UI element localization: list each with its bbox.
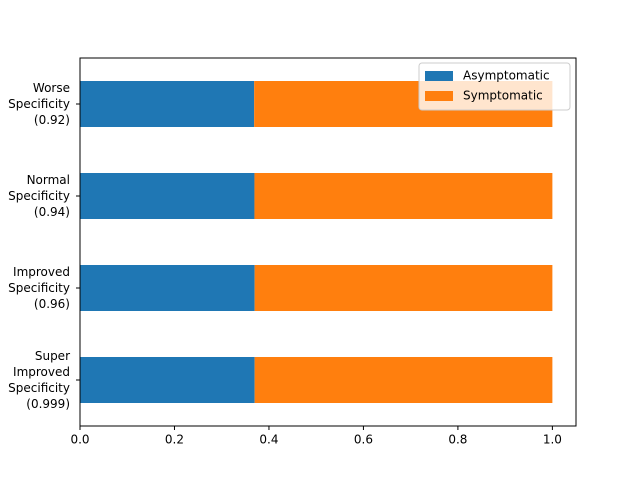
bar-segment (254, 357, 553, 403)
x-tick-label: 0.6 (354, 433, 373, 447)
y-tick-label: Normal Specificity (0.94) (8, 173, 70, 219)
x-tick-label: 0.4 (259, 433, 278, 447)
x-tick-label: 0.8 (448, 433, 467, 447)
y-tick-label-line: Normal (27, 173, 70, 187)
bar-segment (254, 265, 553, 311)
x-tick-label: 0.2 (165, 433, 184, 447)
y-tick-label-line: Worse (33, 81, 70, 95)
plot-frame (79, 57, 577, 427)
y-tick-label-line: Improved (13, 365, 70, 379)
y-tick-label-line: (0.92) (34, 113, 70, 127)
y-tick-label-line: Specificity (8, 381, 70, 395)
y-tick-label-line: Improved (13, 265, 70, 279)
y-tick-label-line: (0.96) (34, 297, 70, 311)
y-tick-label-line: (0.94) (34, 205, 70, 219)
bar-segment (80, 173, 255, 219)
x-tick-label: 0.0 (70, 433, 89, 447)
y-tick-label-line: Specificity (8, 97, 70, 111)
y-tick-label: Improved Specificity (0.96) (8, 265, 70, 311)
y-tick-label: Worse Specificity (0.92) (8, 81, 70, 127)
y-tick-label: Super Improved Specificity (0.999) (8, 349, 70, 411)
legend-swatch (425, 71, 453, 81)
x-tick-label: 1.0 (543, 433, 562, 447)
bar-segment (80, 357, 255, 403)
bar-segment (254, 173, 553, 219)
y-tick-label-line: Specificity (8, 281, 70, 295)
legend-box (418, 62, 571, 111)
bar-segment (80, 265, 255, 311)
y-tick-label-line: Specificity (8, 189, 70, 203)
y-tick-label-line: Super (35, 349, 70, 363)
legend-label: Symptomatic (463, 89, 543, 103)
bar-segment (80, 81, 255, 127)
legend-label: Asymptomatic (463, 69, 550, 83)
y-tick-label-line: (0.999) (26, 397, 70, 411)
legend-swatch (425, 91, 453, 101)
